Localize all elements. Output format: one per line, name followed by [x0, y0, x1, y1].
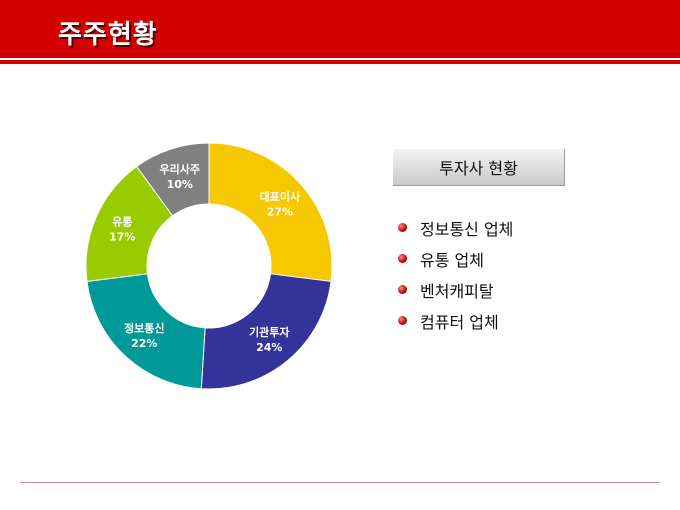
list-item-label: 정보통신 업체 [420, 219, 514, 239]
list-item: 컴퓨터 업체 [398, 305, 513, 336]
slice-label: 대표이사 [260, 190, 301, 204]
slice-value-label: 10% [167, 178, 193, 191]
slice-label: 우리사주 [160, 162, 200, 176]
slice-label: 정보통신 [124, 321, 164, 335]
slice-label: 유통 [112, 215, 132, 228]
list-item-label: 컴퓨터 업체 [420, 312, 499, 332]
bullet-icon [398, 223, 407, 232]
list-item-label: 벤처캐피탈 [420, 281, 494, 301]
slice-value-label: 27% [267, 206, 293, 219]
donut-slice [200, 273, 332, 390]
donut-slice [136, 142, 210, 217]
footer-divider [20, 482, 660, 483]
investor-list: 정보통신 업체 유통 업체 벤처캐피탈 컴퓨터 업체 [398, 212, 513, 336]
slice-value-label: 24% [256, 341, 282, 354]
donut-slice [208, 142, 333, 282]
bullet-icon [398, 285, 407, 294]
list-item: 정보통신 업체 [398, 212, 513, 243]
header-divider [0, 60, 680, 64]
page-title: 주주현황 [58, 20, 158, 50]
bullet-icon [398, 254, 407, 263]
slice-value-label: 17% [109, 230, 135, 243]
investor-panel-title: 투자사 현황 [393, 149, 565, 186]
header-bar: 주주현황 [0, 0, 680, 58]
bullet-icon [398, 316, 407, 325]
slice-label: 기관투자 [249, 325, 290, 339]
list-item: 벤처캐피탈 [398, 274, 513, 305]
donut-slice [86, 273, 206, 390]
list-item-label: 유통 업체 [420, 250, 484, 270]
list-item: 유통 업체 [398, 243, 513, 274]
slice-value-label: 22% [131, 337, 157, 350]
